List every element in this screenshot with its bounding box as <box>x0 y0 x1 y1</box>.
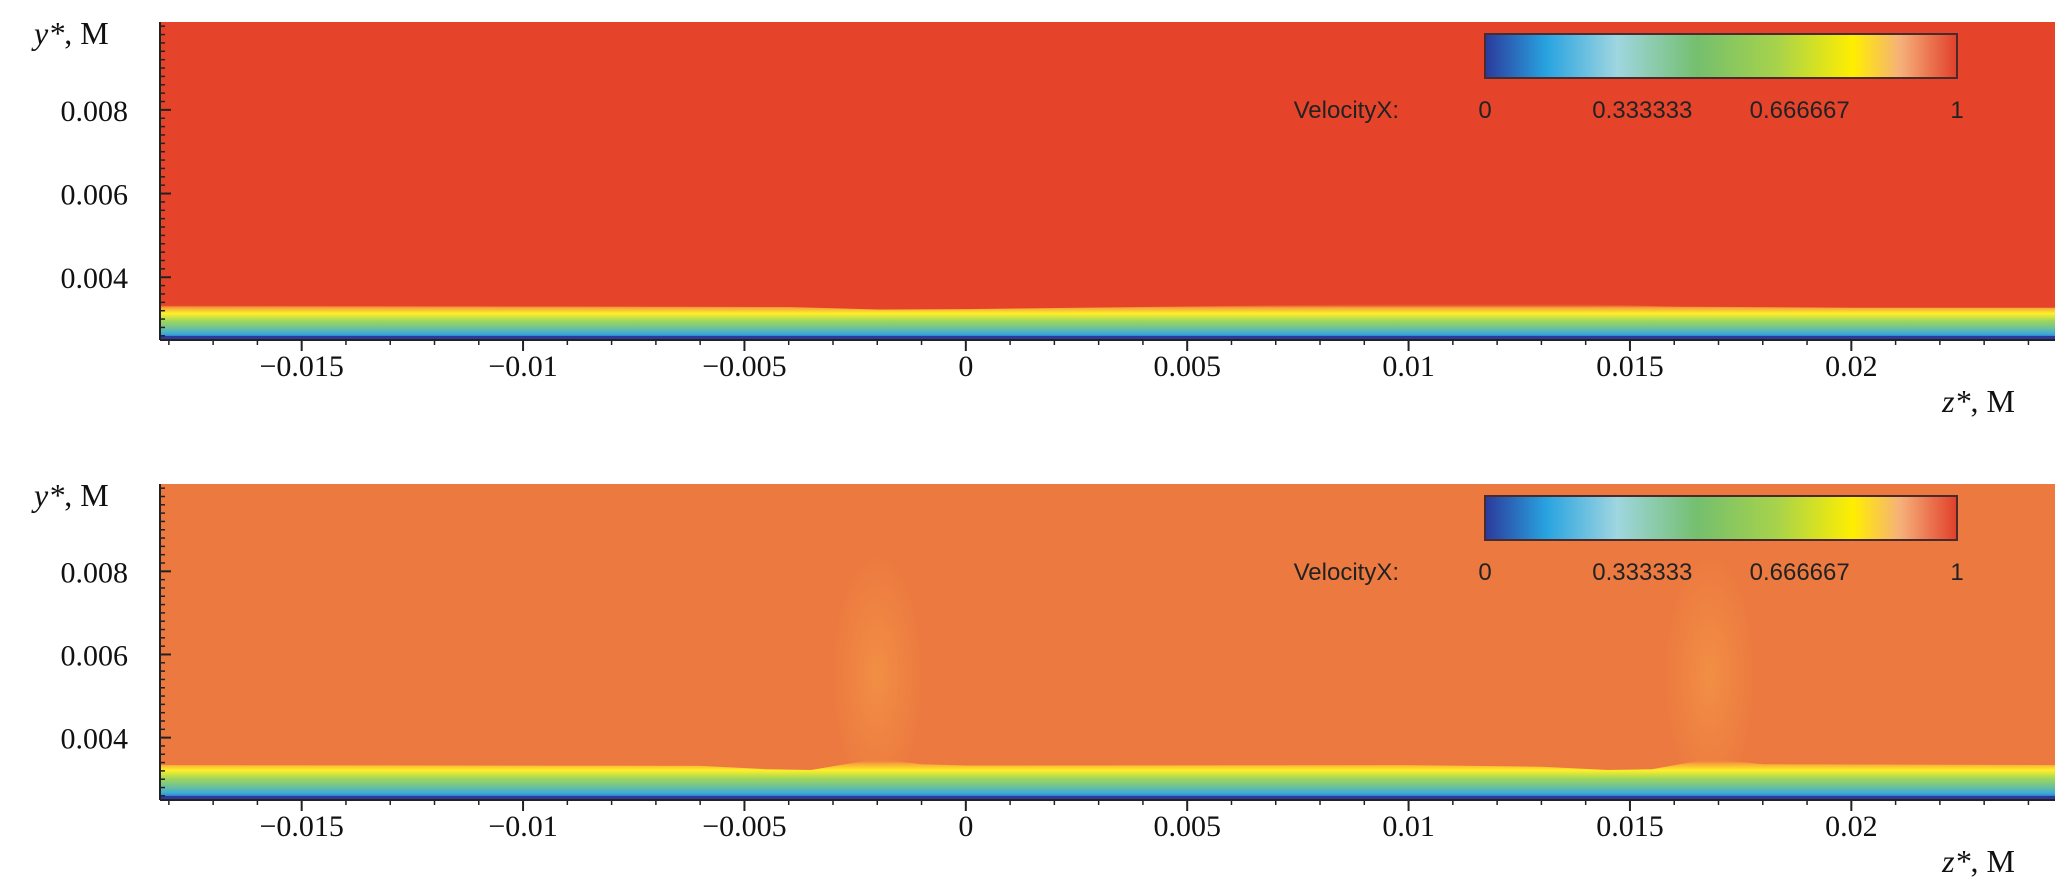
legend-tick-label: 0.666667 <box>1750 97 1850 124</box>
y-axis-label-unit: , M <box>64 477 108 513</box>
x-axis-label: z*, M <box>1941 383 2015 419</box>
x-tick-label: 0 <box>958 810 973 843</box>
x-tick-label: 0.015 <box>1596 810 1664 843</box>
legend-colorbar <box>1484 495 1958 541</box>
x-tick-label: −0.01 <box>488 350 557 383</box>
color-legend: VelocityX: 0 0.333333 0.666667 1 <box>1294 495 1964 586</box>
velocity-deficit-plume <box>832 555 923 796</box>
x-tick-label: −0.015 <box>259 810 343 843</box>
boundary-layer-region <box>160 758 2055 800</box>
y-axis-label: y*, M <box>31 15 109 51</box>
x-tick-label: −0.005 <box>702 810 786 843</box>
legend-variable-label: VelocityX: <box>1294 559 1399 586</box>
legend-tick-label: 0 <box>1478 559 1491 586</box>
legend-tick-label: 0 <box>1478 97 1491 124</box>
y-tick-label: 0.006 <box>61 179 129 212</box>
x-tick-label: −0.01 <box>488 810 557 843</box>
x-tick-label: −0.015 <box>259 350 343 383</box>
velocity-deficit-plume <box>1664 555 1755 796</box>
y-axis-label-var: y* <box>31 477 64 513</box>
x-tick-label: 0.02 <box>1825 350 1878 383</box>
y-tick-label: 0.004 <box>61 723 129 756</box>
wall-surface <box>160 796 2055 800</box>
y-axis-label-unit: , M <box>64 15 108 51</box>
legend-tick-label: 0.333333 <box>1592 97 1692 124</box>
legend-variable-label: VelocityX: <box>1294 97 1399 124</box>
x-axis-label-unit: , M <box>1971 843 2015 879</box>
contour-panel-1: 0.004 0.006 0.008 −0.015 −0.01 −0.005 0 0.005 0.… <box>31 15 2055 419</box>
x-tick-label: 0 <box>958 350 973 383</box>
x-tick-label: 0.01 <box>1382 350 1435 383</box>
boundary-layer-region <box>160 303 2055 340</box>
legend-tick-label: 1 <box>1950 97 1963 124</box>
x-axis-label-unit: , M <box>1971 383 2015 419</box>
color-legend: VelocityX: 0 0.333333 0.666667 1 <box>1294 33 1964 124</box>
x-tick-label: 0.005 <box>1153 350 1221 383</box>
x-tick-label: −0.005 <box>702 350 786 383</box>
y-tick-label: 0.004 <box>61 262 129 295</box>
legend-tick-label: 0.333333 <box>1592 559 1692 586</box>
legend-tick-label: 1 <box>1950 559 1963 586</box>
y-tick-label: 0.006 <box>61 639 129 672</box>
x-axis-label-var: z* <box>1941 383 1970 419</box>
wall-surface <box>160 336 2055 340</box>
x-axis-label: z*, M <box>1941 843 2015 879</box>
contour-panel-2: 0.004 0.006 0.008 −0.015 −0.01 −0.005 0 0.005 0.… <box>31 477 2055 879</box>
y-tick-label: 0.008 <box>61 95 129 128</box>
x-tick-label: 0.015 <box>1596 350 1664 383</box>
x-axis-label-var: z* <box>1941 843 1970 879</box>
legend-tick-label: 0.666667 <box>1750 559 1850 586</box>
y-axis-label: y*, M <box>31 477 109 513</box>
x-tick-label: 0.02 <box>1825 810 1878 843</box>
legend-colorbar <box>1484 33 1958 79</box>
y-tick-label: 0.008 <box>61 556 129 589</box>
x-tick-label: 0.005 <box>1153 810 1221 843</box>
x-tick-label: 0.01 <box>1382 810 1435 843</box>
y-axis-label-var: y* <box>31 15 64 51</box>
